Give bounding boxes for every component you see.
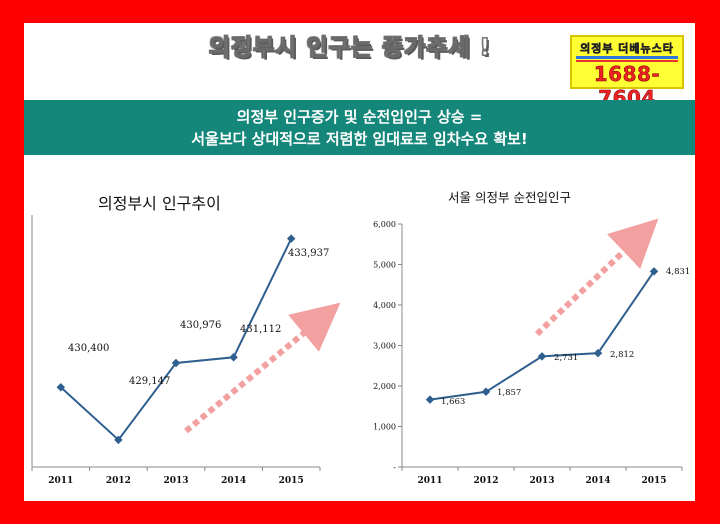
- chart-2-data-point: [649, 267, 659, 276]
- banner-line-2: 서울보다 상대적으로 저렴한 임대료로 임차수요 확보!: [191, 130, 528, 148]
- chart-2-y-tick-label: 5,000: [373, 261, 396, 270]
- brand-stripe-red: [576, 60, 678, 62]
- chart-1-data-point: [114, 435, 123, 445]
- chart-2-data-point: [537, 352, 547, 361]
- chart-2-x-tick-label: 2013: [529, 476, 554, 486]
- chart-2-title: 서울 의정부 순전입인구: [448, 190, 571, 205]
- chart-1-data-label: 430,400: [68, 343, 109, 354]
- chart-2-x-tick-label: 2012: [473, 476, 498, 486]
- chart-2-y-tick-label: 6,000: [373, 220, 396, 229]
- chart-1-data-point: [56, 382, 66, 392]
- chart-2-data-label: 4,831: [666, 267, 690, 277]
- chart-2-data-point: [593, 348, 603, 358]
- chart-2-series-line: [429, 270, 655, 401]
- chart-1-x-tick-label: 2013: [163, 476, 188, 486]
- chart-1-series-line: [60, 238, 293, 442]
- chart-2-y-tick-label: 2,000: [373, 382, 396, 391]
- chart-2-y-tick-label: 4,000: [373, 301, 396, 310]
- chart-2-data-point: [481, 387, 491, 397]
- chart-1-title: 의정부시 인구추이: [98, 194, 221, 213]
- brand-name: 의정부 더베뉴스타: [580, 42, 674, 56]
- brand-stripe-blue: [576, 56, 678, 59]
- chart-2-y-tick-label: -: [393, 463, 396, 472]
- chart-1-data-point: [286, 234, 296, 243]
- chart-2-data-label: 1,857: [497, 388, 521, 398]
- summary-banner: 의정부 인구증가 및 순전입인구 상승 = 서울보다 상대적으로 저렴한 임대료…: [24, 100, 695, 155]
- chart-1-data-point: [171, 358, 181, 368]
- chart-2-data-label: 1,663: [441, 397, 465, 407]
- chart-1-data-label: 431,112: [240, 324, 281, 335]
- chart-2-x-tick-label: 2014: [585, 476, 610, 486]
- chart-2-y-tick-label: 3,000: [373, 342, 396, 351]
- chart-1-x-tick-label: 2011: [48, 476, 73, 486]
- chart-1-data-point: [229, 353, 238, 362]
- chart-2-data-label: 2,812: [610, 350, 634, 360]
- chart-2-x-tick-label: 2015: [641, 476, 666, 486]
- chart-1-data-label: 430,976: [180, 320, 221, 331]
- chart-2-y-tick-label: 1,000: [373, 423, 396, 432]
- page-title: 의정부시 인구는 증가추세 !: [208, 35, 492, 62]
- chart-1-x-tick-label: 2012: [106, 476, 131, 486]
- chart-1-data-label: 433,937: [288, 248, 329, 259]
- chart-2-data-label: 2,731: [554, 353, 578, 363]
- chart-1-data-label: 429,147: [129, 376, 170, 387]
- brand-badge: 의정부 더베뉴스타 1688-7604: [570, 35, 684, 110]
- chart-2-x-tick-label: 2011: [417, 476, 442, 486]
- chart-1-x-tick-label: 2015: [279, 476, 304, 486]
- chart-2-trend-arrow: [534, 218, 659, 337]
- chart-1-x-tick-label: 2014: [221, 476, 246, 486]
- banner-line-1: 의정부 인구증가 및 순전입인구 상승 =: [236, 108, 483, 126]
- chart-2-data-point: [425, 395, 435, 404]
